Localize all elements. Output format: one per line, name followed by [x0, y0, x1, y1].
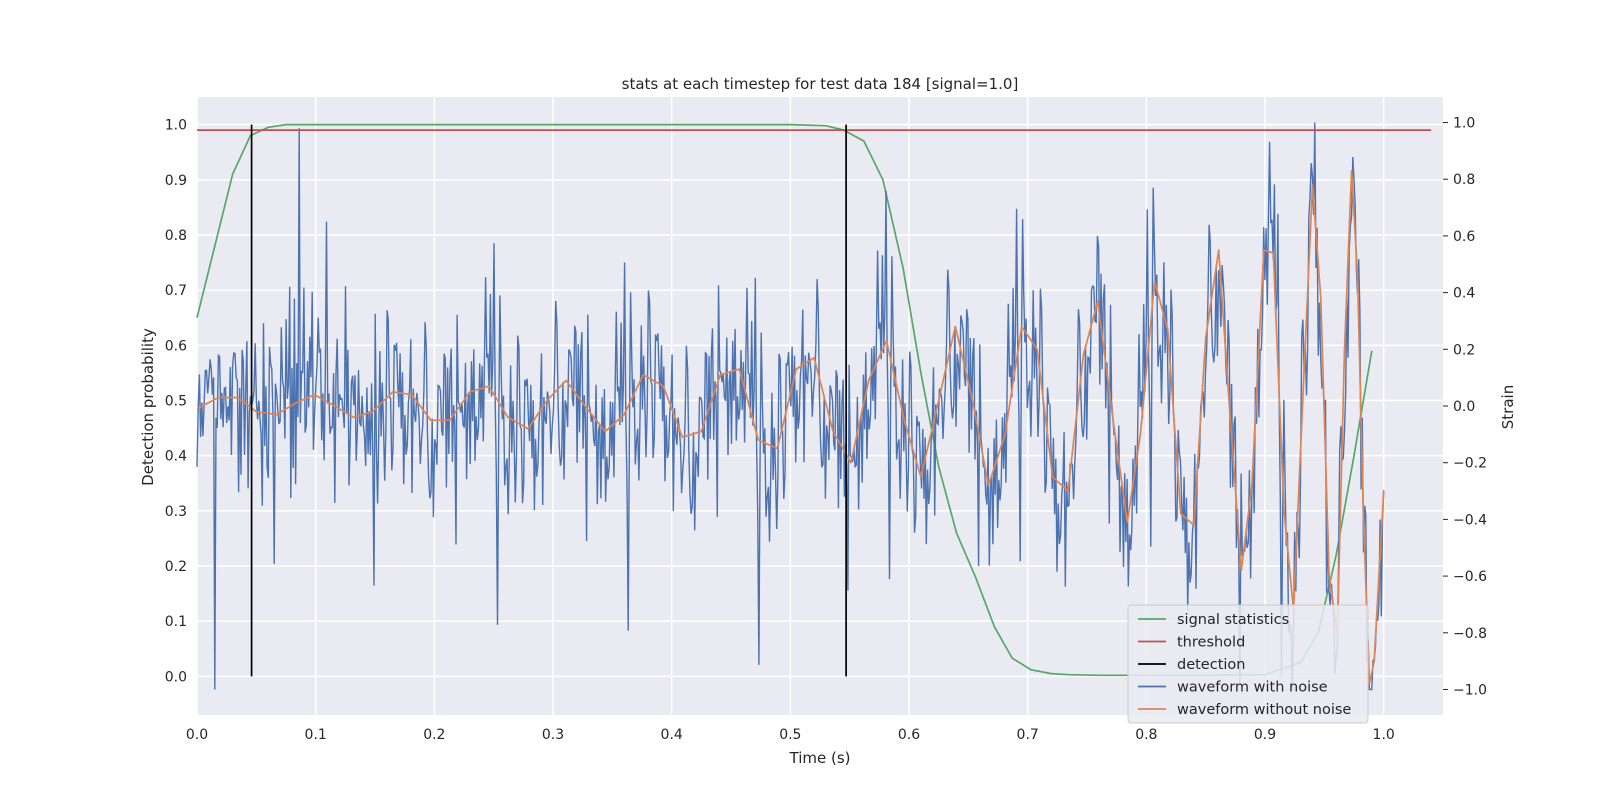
y-ticks-right: −1.0 −0.8 −0.6 −0.4 −0.2 0.0 0.2 0.4 0.6 0.8 1.0 — [1443, 116, 1487, 698]
y-right-tick-label: −0.8 — [1453, 626, 1487, 642]
x-tick-label: 0.0 — [186, 727, 208, 743]
x-tick-label: 0.3 — [542, 727, 564, 743]
grid — [196, 97, 1443, 715]
x-ticks: 0.0 0.1 0.2 0.3 0.4 0.5 0.6 0.7 0.8 0.9 1.0 — [186, 727, 1395, 743]
y-left-tick-label: 0.6 — [165, 338, 187, 354]
legend-label: waveform with noise — [1177, 680, 1328, 696]
y-left-tick-label: 0.9 — [165, 173, 187, 189]
y-left-tick-label: 0.0 — [165, 669, 187, 685]
y-axis-right-label: Strain — [1499, 385, 1517, 429]
x-tick-label: 0.2 — [423, 727, 445, 743]
y-left-tick-label: 1.0 — [165, 118, 187, 134]
legend-box — [1127, 604, 1369, 724]
y-right-tick-label: −0.6 — [1453, 569, 1487, 585]
y-right-tick-label: 0.8 — [1453, 172, 1475, 188]
legend-label: threshold — [1177, 635, 1245, 651]
x-tick-label: 0.4 — [661, 727, 683, 743]
legend-label: signal statistics — [1177, 612, 1289, 628]
y-right-tick-label: −1.0 — [1453, 682, 1487, 698]
y-right-tick-label: −0.2 — [1453, 456, 1487, 472]
x-tick-label: 0.6 — [898, 727, 920, 743]
y-axis-left-label: Detection probability — [139, 328, 157, 486]
x-tick-label: 0.7 — [1017, 727, 1039, 743]
y-left-tick-label: 0.5 — [165, 393, 187, 409]
y-left-tick-label: 0.3 — [165, 504, 187, 520]
y-right-tick-label: 0.2 — [1453, 342, 1475, 358]
y-right-tick-label: 0.0 — [1453, 399, 1475, 415]
y-left-tick-label: 0.1 — [165, 614, 187, 630]
x-tick-label: 1.0 — [1373, 727, 1395, 743]
legend-label: detection — [1177, 657, 1245, 673]
x-axis-label: Time (s) — [789, 749, 851, 767]
y-left-tick-label: 0.8 — [165, 228, 187, 244]
y-left-tick-label: 0.2 — [165, 559, 187, 575]
chart-title: stats at each timestep for test data 184… — [622, 75, 1019, 93]
y-right-tick-label: 0.4 — [1453, 286, 1475, 302]
y-ticks-left: 0.0 0.1 0.2 0.3 0.4 0.5 0.6 0.7 0.8 0.9 1.0 — [165, 118, 187, 686]
y-right-tick-label: 1.0 — [1453, 116, 1475, 132]
y-right-tick-label: −0.4 — [1453, 512, 1487, 528]
x-tick-label: 0.5 — [779, 727, 801, 743]
x-tick-label: 0.1 — [305, 727, 327, 743]
legend-label: waveform without noise — [1177, 702, 1351, 718]
y-right-tick-label: 0.6 — [1453, 229, 1475, 245]
y-left-tick-label: 0.4 — [165, 449, 187, 465]
legend: signal statistics threshold detection wavef… — [1127, 604, 1369, 724]
y-left-tick-label: 0.7 — [165, 283, 187, 299]
x-tick-label: 0.8 — [1135, 727, 1157, 743]
series-layer — [196, 122, 1432, 691]
x-tick-label: 0.9 — [1254, 727, 1276, 743]
